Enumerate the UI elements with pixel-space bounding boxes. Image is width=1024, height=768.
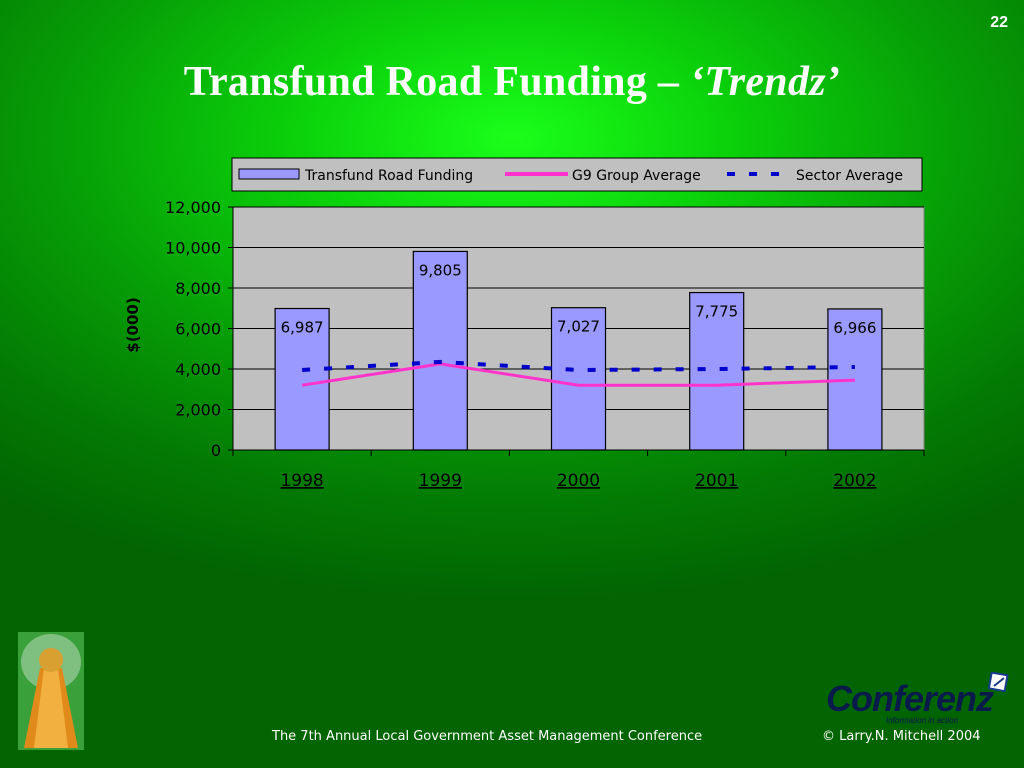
bar-label: 7,775 bbox=[695, 303, 738, 321]
x-axis-ticks: 1998 1999 2000 2001 2002 bbox=[232, 450, 925, 491]
bars: 6,987 9,805 7,027 7,775 6,966 bbox=[274, 250, 883, 451]
y-tick-label: 6,000 bbox=[175, 320, 221, 339]
legend-label-g9: G9 Group Average bbox=[572, 168, 701, 184]
footer-copyright: © Larry.N. Mitchell 2004 bbox=[822, 729, 981, 744]
bar-1999 bbox=[412, 250, 468, 451]
x-tick-label: 1999 bbox=[419, 471, 462, 491]
slide-number: 22 bbox=[990, 14, 1008, 31]
y-axis-ticks: 0 2,000 4,000 6,000 8,000 10,000 12,000 bbox=[165, 198, 233, 460]
legend: Transfund Road Funding G9 Group Average … bbox=[231, 157, 923, 192]
gridlines bbox=[233, 206, 924, 410]
bar-2000 bbox=[550, 307, 607, 451]
bar-label: 6,966 bbox=[833, 319, 876, 337]
legend-label-sector: Sector Average bbox=[796, 168, 903, 184]
slide-title: Transfund Road Funding – ‘Trendz’ bbox=[0, 58, 1024, 106]
y-axis-label: $(000) bbox=[124, 297, 142, 352]
y-tick-label: 0 bbox=[211, 441, 221, 460]
y-tick-label: 12,000 bbox=[165, 198, 221, 217]
tree-icon bbox=[18, 632, 84, 750]
series-lines bbox=[301, 359, 855, 387]
x-tick-label: 2002 bbox=[833, 471, 876, 491]
bar-label: 7,027 bbox=[557, 318, 600, 336]
bar-2001 bbox=[689, 291, 745, 451]
logo-tagline: Information in action bbox=[886, 716, 959, 725]
y-tick-label: 4,000 bbox=[175, 360, 221, 379]
title-main: Transfund Road Funding – bbox=[183, 59, 691, 105]
conferenz-logo: Conferenz Information in action bbox=[826, 672, 1016, 728]
legend-label-funding: Transfund Road Funding bbox=[304, 168, 473, 184]
legend-box bbox=[231, 157, 923, 192]
bar-label: 9,805 bbox=[419, 261, 462, 279]
x-tick-label: 2001 bbox=[695, 471, 738, 491]
g9-average-line bbox=[301, 362, 855, 387]
logo-mark-icon bbox=[988, 672, 1009, 693]
sector-average-line bbox=[301, 359, 855, 373]
y-tick-label: 2,000 bbox=[175, 401, 221, 420]
title-italic: ‘Trendz’ bbox=[690, 59, 841, 105]
bar-label: 6,987 bbox=[281, 319, 324, 337]
tree-logo bbox=[18, 632, 84, 750]
bar-1998 bbox=[274, 307, 330, 451]
legend-swatch-bar bbox=[238, 168, 300, 180]
logo-name: Conferenz bbox=[826, 678, 994, 719]
y-tick-label: 8,000 bbox=[175, 279, 221, 298]
y-tick-label: 10,000 bbox=[165, 239, 221, 258]
x-tick-label: 1998 bbox=[280, 471, 323, 491]
x-tick-label: 2000 bbox=[557, 471, 600, 491]
footer-conference: The 7th Annual Local Government Asset Ma… bbox=[272, 729, 703, 744]
